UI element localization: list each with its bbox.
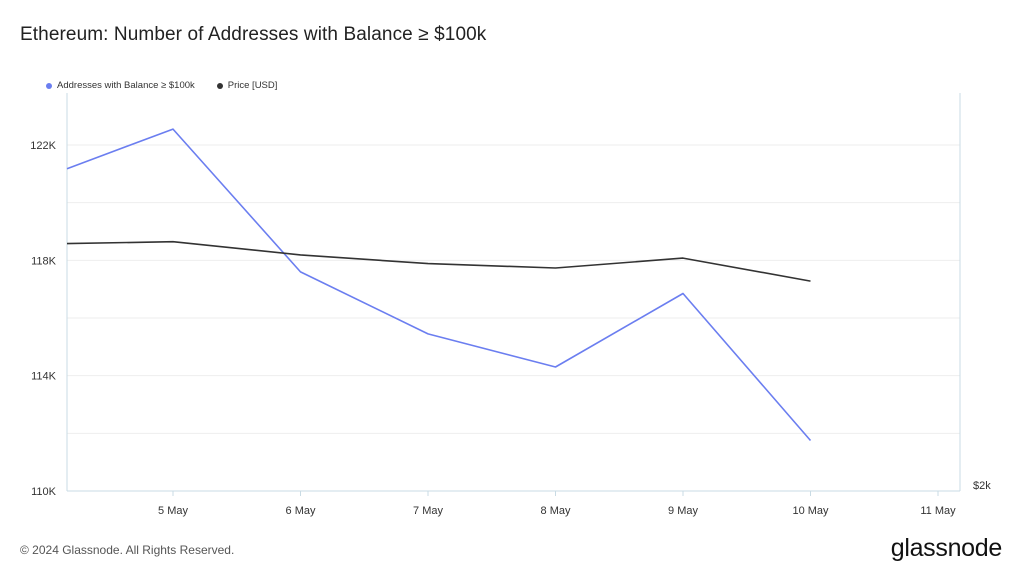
chart-legend: Addresses with Balance ≥ $100k Price [US… (46, 80, 277, 91)
legend-swatch-price (216, 82, 223, 89)
x-tick-label: 6 May (286, 505, 316, 517)
legend-swatch-addresses (46, 82, 52, 89)
x-tick-label: 11 May (920, 505, 956, 517)
chart-title: Ethereum: Number of Addresses with Balan… (20, 24, 487, 45)
x-tick-label: 10 May (792, 505, 829, 517)
y-tick-label: 110K (31, 486, 57, 498)
legend-item-price[interactable]: Price [USD] (216, 80, 278, 91)
brand-logo: glassnode (890, 534, 1003, 562)
series-line-1 (66, 240, 811, 282)
x-tick-label: 7 May (413, 505, 443, 517)
x-tick-label: 5 May (158, 505, 188, 517)
y-axis-ticks: 122K 118K 114K 110K $2k (30, 140, 991, 498)
y-tick-label: 118K (31, 255, 57, 267)
x-tick-label: 8 May (541, 505, 571, 517)
y-tick-label: 114K (31, 371, 57, 383)
x-tick-label: 9 May (668, 505, 698, 517)
copyright-footer: © 2024 Glassnode. All Rights Reserved. (20, 543, 235, 557)
legend-item-addresses[interactable]: Addresses with Balance ≥ $100k (46, 80, 195, 91)
y-tick-label: 122K (30, 140, 56, 152)
series-line-0 (66, 128, 812, 442)
series-lines (66, 128, 812, 442)
y-right-tick-label: $2k (973, 480, 991, 492)
grid-lines (67, 144, 960, 434)
x-axis-ticks: 5 May 6 May 7 May 8 May 9 May 10 May 11 May (158, 491, 956, 517)
legend-label-addresses: Addresses with Balance ≥ $100k (57, 80, 195, 91)
legend-label-price: Price [USD] (227, 80, 278, 91)
